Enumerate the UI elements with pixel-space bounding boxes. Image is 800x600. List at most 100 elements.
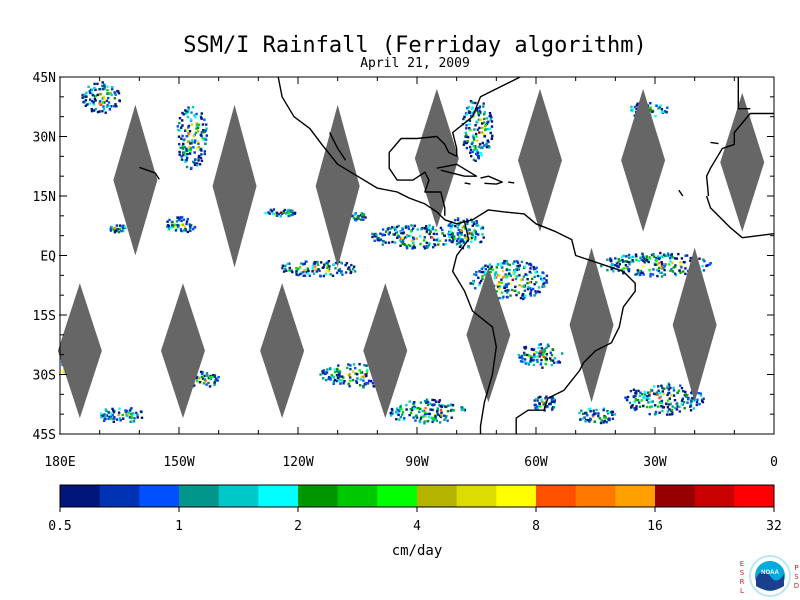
rain-pixel xyxy=(84,104,87,107)
rain-pixel xyxy=(490,120,494,123)
rain-pixel xyxy=(431,227,434,231)
rain-pixel xyxy=(558,361,562,364)
rain-pixel xyxy=(657,262,661,265)
rain-pixel xyxy=(474,287,477,290)
rain-pixel xyxy=(431,236,434,239)
rain-pixel xyxy=(412,227,415,230)
rain-pixel xyxy=(268,212,271,215)
rain-pixel xyxy=(669,269,672,272)
rain-pixel xyxy=(118,417,122,420)
rain-pixel xyxy=(116,89,119,93)
rain-pixel xyxy=(550,400,554,403)
rain-pixel xyxy=(611,410,615,414)
rain-pixel xyxy=(130,415,134,418)
rain-pixel xyxy=(629,389,633,393)
rain-cluster xyxy=(389,398,467,425)
rain-pixel xyxy=(683,407,686,410)
rain-pixel xyxy=(512,271,515,274)
rain-pixel xyxy=(663,110,667,113)
rain-pixel xyxy=(689,402,692,405)
rain-pixel xyxy=(195,377,198,380)
rain-pixel xyxy=(460,233,463,236)
rain-pixel xyxy=(544,362,547,366)
rain-pixel xyxy=(501,297,504,300)
rain-pixel xyxy=(434,416,437,420)
rain-pixel xyxy=(642,259,645,263)
rain-pixel xyxy=(381,233,384,236)
rain-pixel xyxy=(553,399,556,402)
rain-pixel xyxy=(199,147,203,151)
rain-pixel xyxy=(299,272,302,276)
rain-pixel xyxy=(610,268,613,271)
rain-pixel xyxy=(348,385,351,388)
rain-pixel xyxy=(482,105,485,108)
rain-pixel xyxy=(349,379,352,382)
colorbar-swatch xyxy=(99,485,140,507)
rain-pixel xyxy=(458,237,461,241)
rain-pixel xyxy=(135,411,138,415)
rain-pixel xyxy=(667,388,671,391)
rain-pixel xyxy=(295,273,298,276)
rain-pixel xyxy=(415,407,419,410)
rain-pixel xyxy=(466,220,469,223)
rain-pixel xyxy=(481,233,484,236)
rain-pixel xyxy=(296,268,300,271)
coastline xyxy=(452,221,497,434)
y-tick-label: 30N xyxy=(33,131,56,146)
rain-pixel xyxy=(552,406,556,409)
rain-pixel xyxy=(518,356,521,359)
rain-pixel xyxy=(634,253,638,256)
rain-pixel xyxy=(689,256,692,260)
rain-pixel xyxy=(188,223,191,226)
rain-pixel xyxy=(308,274,311,277)
rain-pixel xyxy=(614,257,617,260)
rain-pixel xyxy=(88,90,91,93)
rain-pixel xyxy=(481,277,484,281)
rain-pixel xyxy=(104,414,107,418)
rain-pixel xyxy=(659,271,662,274)
rain-pixel xyxy=(635,255,638,258)
rain-pixel xyxy=(472,148,476,152)
rain-pixel xyxy=(275,211,279,215)
rain-pixel xyxy=(617,260,620,264)
rain-pixel xyxy=(354,212,357,216)
rain-pixel xyxy=(353,270,357,273)
rain-pixel xyxy=(486,128,489,131)
rain-pixel xyxy=(398,410,401,413)
rain-pixel xyxy=(521,294,524,297)
rain-pixel xyxy=(414,419,417,422)
rain-pixel xyxy=(443,414,446,417)
rain-pixel xyxy=(515,268,518,272)
rain-pixel xyxy=(636,269,639,272)
rain-pixel xyxy=(112,228,115,231)
rain-pixel xyxy=(545,279,548,282)
rain-pixel xyxy=(536,358,539,362)
coastline xyxy=(710,141,719,145)
rain-pixel xyxy=(107,411,111,414)
rain-pixel xyxy=(108,104,111,108)
colorbar-unit: cm/day xyxy=(392,543,443,559)
rain-pixel xyxy=(195,122,198,125)
rain-pixel xyxy=(178,143,181,146)
rain-pixel xyxy=(483,117,486,121)
rain-pixel xyxy=(200,116,203,119)
rain-pixel xyxy=(320,261,323,264)
rain-pixel xyxy=(434,415,437,418)
rain-pixel xyxy=(299,266,302,269)
rain-pixel xyxy=(399,237,403,240)
rain-pixel xyxy=(460,408,463,412)
rain-pixel xyxy=(176,223,179,227)
colorbar-swatch xyxy=(179,485,220,507)
rain-pixel xyxy=(467,106,470,109)
rain-pixel xyxy=(498,274,501,277)
rain-pixel xyxy=(661,409,664,413)
rain-pixel xyxy=(674,406,677,410)
rain-pixel xyxy=(635,407,638,411)
rain-pixel xyxy=(642,273,645,276)
rain-pixel xyxy=(478,270,481,273)
rain-pixel xyxy=(488,127,492,130)
coastline xyxy=(329,132,347,161)
swath-gap-south xyxy=(466,267,511,403)
rain-pixel xyxy=(105,105,109,109)
rain-pixel xyxy=(668,397,671,400)
